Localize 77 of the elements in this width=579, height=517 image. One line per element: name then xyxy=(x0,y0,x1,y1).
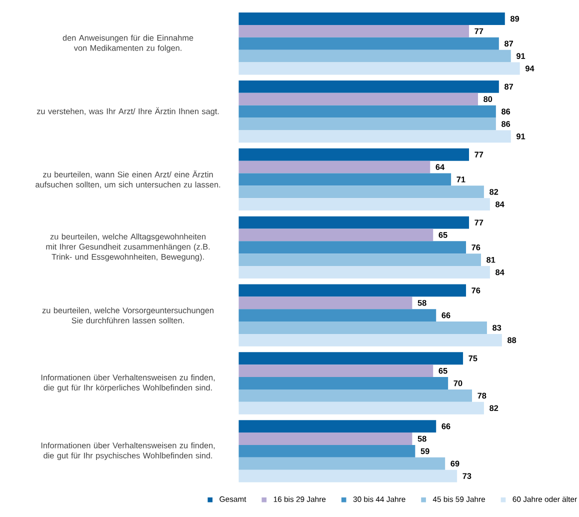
bar xyxy=(238,432,412,445)
bar xyxy=(238,80,499,93)
bar xyxy=(238,266,490,278)
bar xyxy=(238,160,430,174)
data-label: 76 xyxy=(472,244,480,250)
data-label: 65 xyxy=(438,368,448,374)
data-label: 66 xyxy=(442,423,450,430)
bar xyxy=(238,198,490,211)
data-label: 77 xyxy=(474,152,484,158)
bar xyxy=(238,24,470,38)
bar xyxy=(238,186,484,198)
data-label: 71 xyxy=(456,176,466,182)
bar xyxy=(238,444,416,458)
y-tick-label: zu verstehen, was Ihr Arzt/ Ihre Ärztin Ihnen sagt. xyxy=(36,107,219,116)
bar xyxy=(238,389,472,402)
bar xyxy=(238,118,496,130)
bar xyxy=(238,284,466,297)
data-label: 86 xyxy=(502,121,510,127)
data-label: 83 xyxy=(492,324,502,331)
bar xyxy=(238,364,434,378)
data-label: 82 xyxy=(490,188,498,195)
y-tick-label: zu beurteilen, welche Alltagsgewohnheiten mit Ihrer Gesundheit zusammenhängen (z.B. Trink- und Essgewohnheiten, Bewegung). xyxy=(46,233,210,262)
bar xyxy=(238,130,511,143)
bar xyxy=(238,241,466,254)
data-label: 87 xyxy=(504,84,514,90)
data-label: 66 xyxy=(442,312,450,318)
bar xyxy=(238,105,496,118)
data-label: 89 xyxy=(510,16,520,22)
data-label: 84 xyxy=(496,201,504,208)
data-label: 75 xyxy=(468,356,478,362)
bar xyxy=(238,216,470,229)
data-label: 59 xyxy=(420,448,430,454)
data-label: 94 xyxy=(525,66,534,72)
data-label: 65 xyxy=(438,232,448,238)
bar xyxy=(238,254,481,266)
bar xyxy=(238,420,436,433)
data-label: 80 xyxy=(484,96,492,102)
bar xyxy=(238,296,412,310)
bar xyxy=(238,457,446,470)
bar xyxy=(238,228,434,242)
bar xyxy=(238,309,436,322)
y-tick-label: Informationen über Verhaltensweisen zu finden, die gut für Ihr körperliches Wohlbefinden sind. xyxy=(41,374,215,392)
data-label: 82 xyxy=(490,405,498,411)
data-label: 78 xyxy=(478,392,486,399)
bar xyxy=(238,37,499,50)
bar xyxy=(238,173,452,186)
y-tick-label: zu beurteilen, welche Vorsorgeuntersuchungen Sie durchführen lassen sollten. xyxy=(42,307,214,324)
data-label: 73 xyxy=(462,473,472,479)
bar xyxy=(238,92,478,106)
data-label: 77 xyxy=(474,28,484,34)
data-label: 81 xyxy=(486,256,496,263)
bar xyxy=(238,402,484,414)
bar xyxy=(238,470,458,482)
data-label: 87 xyxy=(504,40,514,46)
bar xyxy=(238,50,511,62)
data-label: 91 xyxy=(516,53,526,59)
data-label: 76 xyxy=(472,288,480,294)
data-label: 69 xyxy=(450,460,460,466)
data-label: 64 xyxy=(436,164,445,170)
data-label: 86 xyxy=(502,108,510,114)
data-label: 70 xyxy=(454,380,462,386)
bar xyxy=(238,62,520,75)
bar xyxy=(238,377,448,390)
bar xyxy=(238,334,502,346)
data-label: 77 xyxy=(474,220,484,226)
data-label: 58 xyxy=(418,436,426,442)
data-label: 58 xyxy=(418,300,426,306)
data-label: 84 xyxy=(496,269,504,276)
data-label: 91 xyxy=(516,134,526,140)
bar xyxy=(238,352,464,365)
bar xyxy=(238,12,505,25)
y-tick-label: zu beurteilen, wann Sie einen Arzt/ eine Ärztin aufsuchen sollten, um sich untersuchen zu lassen. xyxy=(36,170,220,188)
y-tick-label: Informationen über Verhaltensweisen zu finden, die gut für Ihr psychisches Wohlbefinden sind. xyxy=(41,442,215,460)
y-tick-label: den Anweisungen für die Einnahme von Medikamenten zu folgen. xyxy=(62,34,194,52)
bar xyxy=(238,148,470,161)
data-label: 88 xyxy=(508,337,516,344)
bar xyxy=(238,322,487,334)
